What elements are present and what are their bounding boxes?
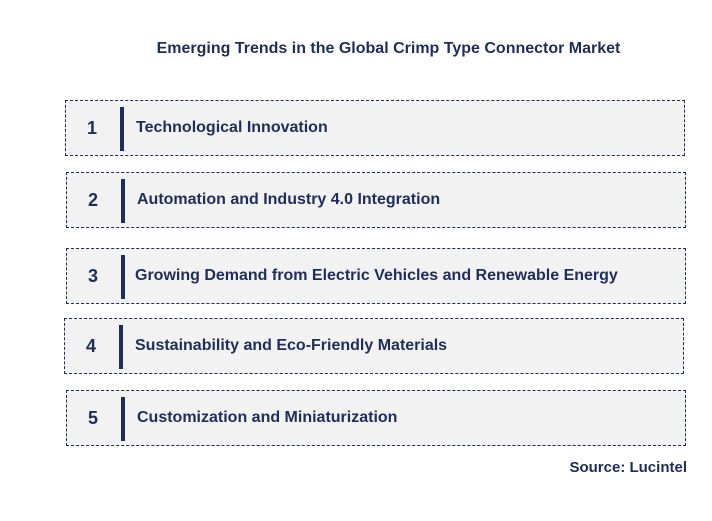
trend-box-5: 5 Customization and Miniaturization [66, 390, 686, 446]
source-label: Source: Lucintel [569, 459, 687, 476]
trend-box-3: 3 Growing Demand from Electric Vehicles … [66, 248, 686, 304]
trend-divider [121, 179, 125, 223]
trend-label: Automation and Industry 4.0 Integration [137, 191, 441, 208]
trend-label: Customization and Miniaturization [137, 409, 398, 426]
diagram-title: Emerging Trends in the Global Crimp Type… [156, 40, 621, 57]
trend-divider [121, 255, 125, 299]
trend-box-2: 2 Automation and Industry 4.0 Integratio… [66, 172, 686, 228]
trend-divider [120, 107, 124, 151]
trend-box-1: 1 Technological Innovation [65, 100, 685, 156]
trend-label: Technological Innovation [136, 119, 328, 136]
trend-number: 1 [86, 117, 97, 138]
trend-divider [119, 325, 123, 369]
trend-number: 5 [87, 407, 98, 428]
trend-number: 3 [87, 265, 98, 286]
trend-divider [121, 397, 125, 441]
trend-number: 2 [87, 189, 98, 210]
trend-number: 4 [85, 335, 96, 356]
trend-box-4: 4 Sustainability and Eco-Friendly Materi… [64, 318, 684, 374]
trend-label: Sustainability and Eco-Friendly Material… [135, 337, 448, 354]
trend-label: Growing Demand from Electric Vehicles an… [135, 267, 618, 284]
